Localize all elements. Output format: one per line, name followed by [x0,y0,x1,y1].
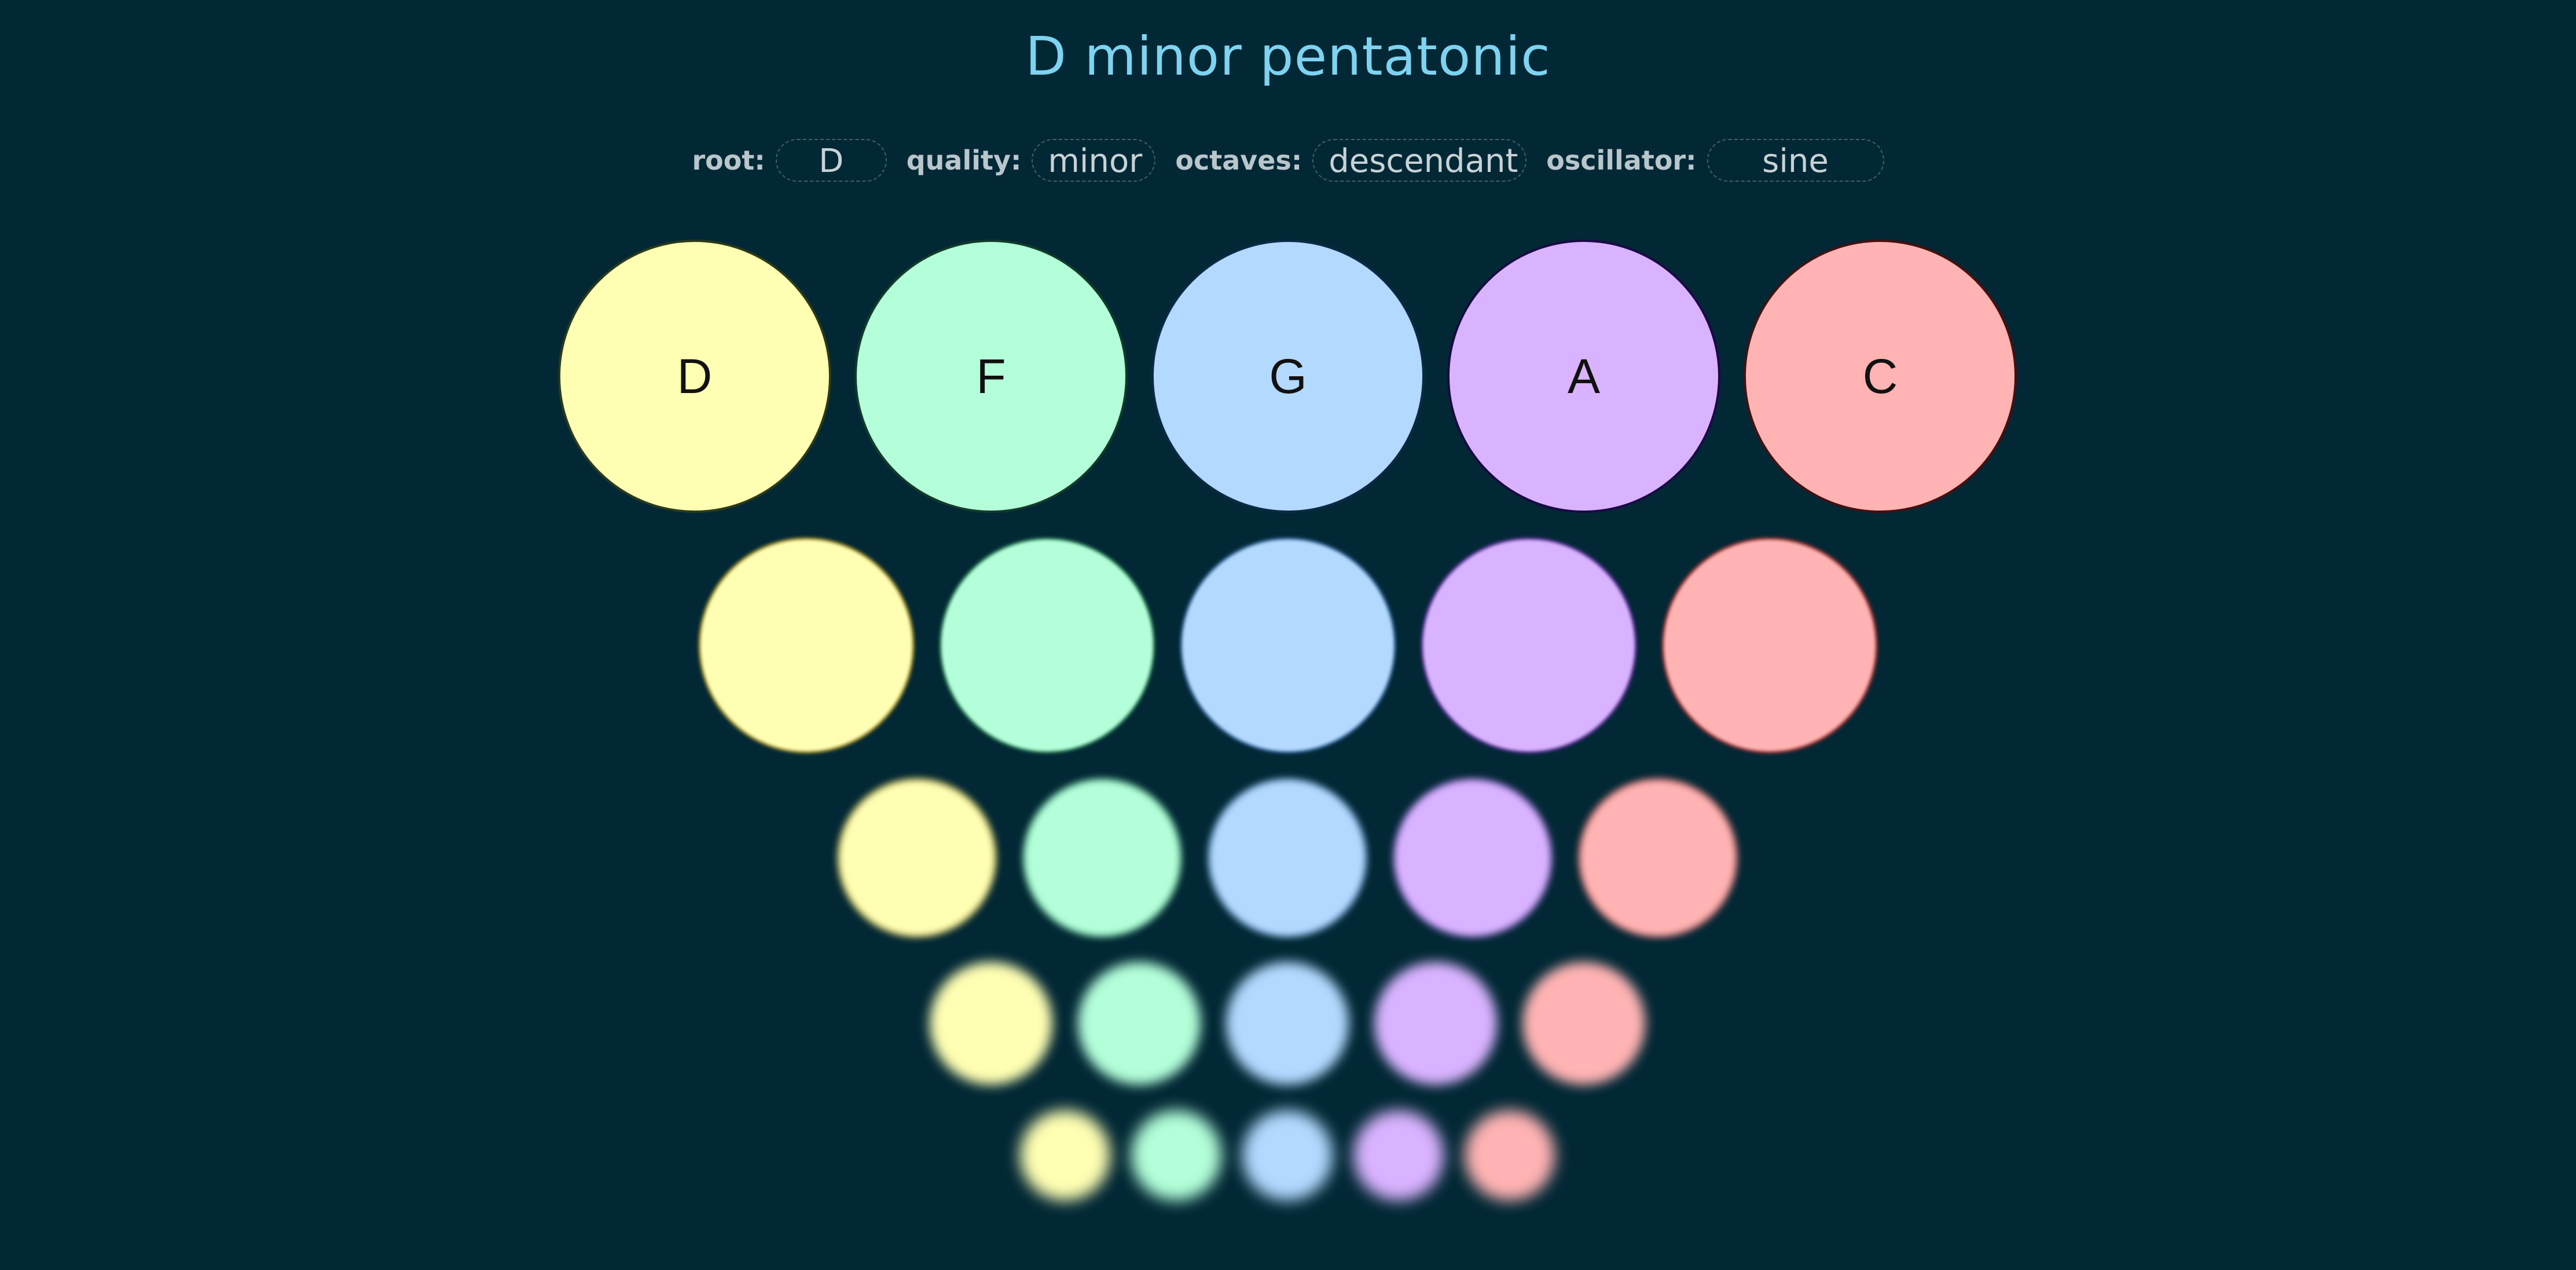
note-button-g[interactable]: G [1151,240,1425,513]
page-title: D minor pentatonic [1025,25,1551,87]
octaves-control: octaves: descendant [1175,138,1527,183]
octaves-label: octaves: [1175,145,1302,176]
note-button-g-octave-3[interactable] [1208,778,1367,938]
note-button-g-octave-4[interactable] [1226,962,1349,1085]
root-label: root: [692,145,765,176]
note-button-c-octave-5[interactable] [1465,1110,1555,1201]
note-button-d-octave-4[interactable] [930,962,1052,1085]
note-button-d-octave-5[interactable] [1020,1110,1110,1201]
quality-control: quality: minor [907,138,1156,183]
note-button-d[interactable]: D [558,240,831,513]
controls-bar: root: D quality: minor octaves: descenda… [0,138,2576,183]
note-button-d-octave-3[interactable] [837,778,997,938]
oscillator-label: oscillator: [1546,145,1697,176]
note-button-a-octave-3[interactable] [1393,778,1553,938]
note-button-g-octave-2[interactable] [1180,537,1396,754]
note-button-f-octave-3[interactable] [1022,778,1182,938]
note-button-g-octave-5[interactable] [1242,1110,1333,1201]
note-button-a[interactable]: A [1447,240,1720,513]
octaves-select[interactable]: descendant [1312,139,1527,182]
root-select[interactable]: D [775,139,887,182]
note-button-f[interactable]: F [854,240,1128,513]
note-button-c-octave-3[interactable] [1578,778,1738,938]
note-button-f-octave-2[interactable] [939,537,1155,754]
oscillator-select[interactable]: sine [1707,139,1884,182]
note-button-c[interactable]: C [1744,240,2017,513]
note-button-d-octave-2[interactable] [698,537,915,754]
quality-label: quality: [906,145,1022,176]
quality-select[interactable]: minor [1032,139,1156,182]
oscillator-control: oscillator: sine [1546,138,1884,183]
root-control: root: D [692,138,887,183]
note-button-f-octave-5[interactable] [1131,1110,1221,1201]
note-button-a-octave-4[interactable] [1374,962,1497,1085]
note-button-c-octave-4[interactable] [1522,962,1645,1085]
note-button-f-octave-4[interactable] [1078,962,1201,1085]
note-button-c-octave-2[interactable] [1661,537,1878,754]
note-button-a-octave-2[interactable] [1421,537,1637,754]
note-button-a-octave-5[interactable] [1353,1110,1444,1201]
